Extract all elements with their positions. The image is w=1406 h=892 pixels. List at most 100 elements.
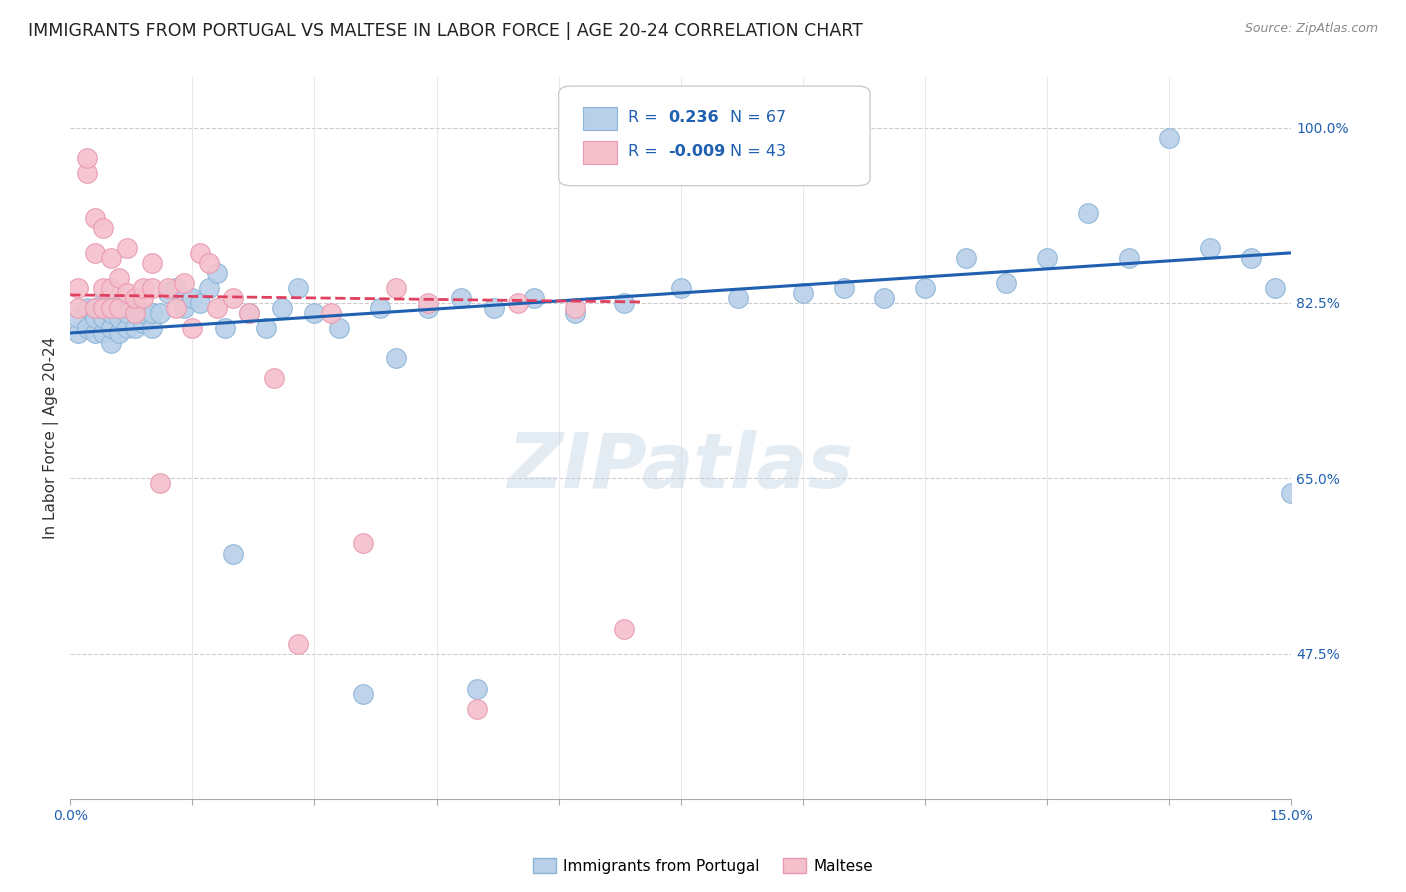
Point [132,306,155,320]
Point [124,306,146,320]
Point [100,306,122,320]
Text: R =: R = [628,145,664,160]
Point [418,301,440,315]
Point [222,547,245,561]
Point [1264,281,1286,295]
Point [76,166,98,180]
Point [197,281,219,295]
Point [214,321,236,335]
Point [83,301,105,315]
Point [450,291,472,305]
Point [613,622,636,636]
Point [141,281,163,295]
Text: N = 43: N = 43 [730,145,786,160]
Text: -0.009: -0.009 [669,145,725,160]
Point [873,291,896,305]
Point [124,306,146,320]
Point [465,681,488,696]
Point [100,281,122,295]
Point [132,291,155,305]
Point [727,291,749,305]
Text: IMMIGRANTS FROM PORTUGAL VS MALTESE IN LABOR FORCE | AGE 20-24 CORRELATION CHART: IMMIGRANTS FROM PORTUGAL VS MALTESE IN L… [28,22,863,40]
Point [156,285,179,300]
Point [76,301,98,315]
Point [100,321,122,335]
Point [181,291,204,305]
Point [287,281,309,295]
Point [83,245,105,260]
Point [83,301,105,315]
Text: 0.236: 0.236 [669,110,720,125]
Point [115,306,138,320]
Point [67,301,90,315]
Point [792,285,814,300]
Point [270,301,292,315]
FancyBboxPatch shape [583,107,617,130]
Point [83,310,105,325]
Point [67,310,90,325]
Point [108,301,131,315]
Point [132,281,155,295]
Point [108,310,131,325]
Point [832,281,855,295]
Point [238,306,260,320]
Point [465,702,488,716]
Point [108,301,131,315]
Point [173,301,195,315]
Point [197,256,219,270]
Point [319,306,342,320]
Point [173,276,195,290]
Point [238,306,260,320]
Text: ZIPatlas: ZIPatlas [508,430,853,504]
Point [115,285,138,300]
Point [156,281,179,295]
Point [254,321,277,335]
Point [149,476,172,491]
Point [190,296,212,310]
Point [222,291,245,305]
Point [91,310,114,325]
Point [91,220,114,235]
Point [287,637,309,651]
Point [83,326,105,340]
Point [1118,251,1140,265]
Point [955,251,977,265]
Point [91,281,114,295]
Point [669,281,692,295]
Point [141,321,163,335]
Point [1279,486,1302,500]
Point [91,296,114,310]
Point [165,301,187,315]
Point [263,371,285,385]
Point [506,296,529,310]
Point [995,276,1018,290]
Point [165,281,187,295]
Point [564,301,586,315]
Point [385,281,408,295]
Text: R =: R = [628,110,664,125]
Point [304,306,326,320]
Point [205,301,228,315]
Point [1159,130,1181,145]
Point [368,301,391,315]
Point [100,301,122,315]
Legend: Immigrants from Portugal, Maltese: Immigrants from Portugal, Maltese [527,852,879,880]
Point [523,291,546,305]
Point [132,316,155,330]
Text: Source: ZipAtlas.com: Source: ZipAtlas.com [1244,22,1378,36]
Point [352,536,374,550]
Point [385,351,408,365]
Point [352,687,374,701]
Point [1036,251,1059,265]
Point [67,326,90,340]
Point [91,326,114,340]
Point [124,321,146,335]
Point [76,151,98,165]
FancyBboxPatch shape [558,87,870,186]
Point [115,241,138,255]
Point [914,281,936,295]
Point [1077,206,1099,220]
Point [482,301,505,315]
Point [141,256,163,270]
FancyBboxPatch shape [583,141,617,164]
